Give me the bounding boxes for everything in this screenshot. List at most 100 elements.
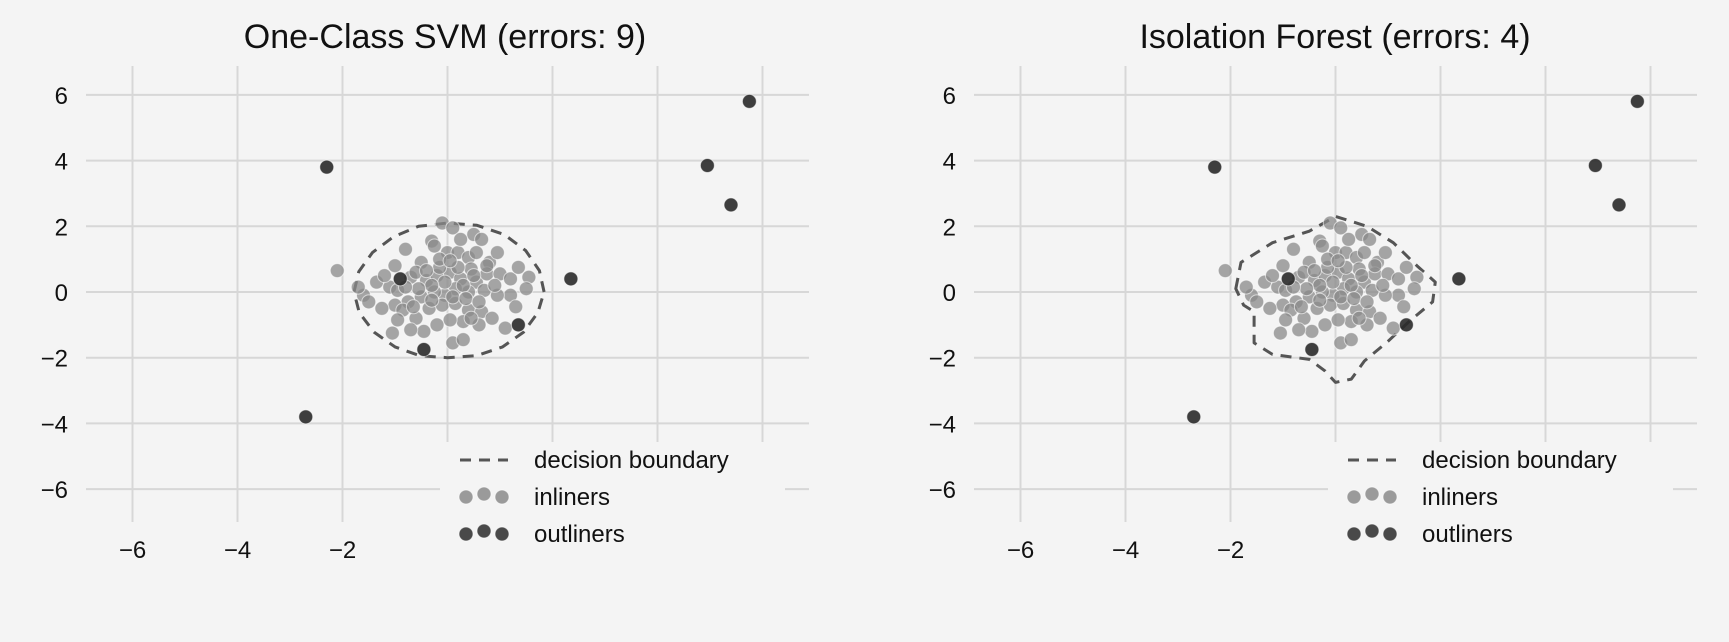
outlier-point xyxy=(1186,409,1202,425)
inlier-point xyxy=(1312,292,1328,308)
legend-label-decision-boundary: decision boundary xyxy=(534,447,729,474)
inlier-point xyxy=(442,312,458,328)
y-tick-label: 0 xyxy=(55,280,68,307)
x-tick-label: −6 xyxy=(119,537,146,564)
inlier-point xyxy=(398,241,413,257)
inlier-point xyxy=(1333,289,1349,305)
legend-label-inliners: inliners xyxy=(534,484,610,511)
legend-label-decision-boundary: decision boundary xyxy=(1422,447,1617,474)
legend-marker-inliners xyxy=(1346,489,1362,505)
y-tick-label: 6 xyxy=(943,83,956,110)
x-tick-label: −2 xyxy=(1217,537,1244,564)
inlier-point xyxy=(463,310,479,326)
inlier-point xyxy=(1299,281,1315,297)
outlier-point xyxy=(298,409,314,425)
inlier-point xyxy=(1272,325,1288,341)
y-tick-label: 4 xyxy=(55,149,68,176)
inlier-point xyxy=(1238,279,1254,295)
inlier-point xyxy=(484,310,500,326)
outlier-point xyxy=(1280,271,1296,287)
inlier-point xyxy=(1304,323,1320,339)
x-tick-label: −2 xyxy=(329,537,356,564)
inlier-point xyxy=(387,258,403,274)
y-tick-label: −6 xyxy=(41,477,68,504)
inlier-point xyxy=(1262,300,1278,316)
inlier-point xyxy=(510,259,526,275)
y-tick-label: 0 xyxy=(943,280,956,307)
inlier-point xyxy=(1341,231,1357,247)
inlier-point xyxy=(1291,322,1307,338)
legend-marker-outliners xyxy=(1382,526,1398,542)
y-tick-label: 2 xyxy=(943,214,956,241)
inlier-point xyxy=(1356,245,1372,261)
outlier-point xyxy=(723,197,739,213)
inlier-point xyxy=(1377,245,1393,261)
inlier-point xyxy=(384,325,400,341)
inlier-point xyxy=(1217,263,1233,279)
inlier-point xyxy=(405,299,421,315)
y-tick-label: −2 xyxy=(929,346,956,373)
inlier-point xyxy=(390,312,406,328)
inlier-point xyxy=(424,277,440,293)
x-tick-label: −4 xyxy=(224,537,251,564)
y-tick-label: 6 xyxy=(55,83,68,110)
legend-background xyxy=(1328,442,1673,566)
inlier-point xyxy=(1343,332,1359,348)
legend-marker-inliners xyxy=(494,489,510,505)
inlier-point xyxy=(1307,263,1322,279)
inlier-point xyxy=(453,231,469,247)
inlier-point xyxy=(361,294,377,310)
y-tick-label: −4 xyxy=(41,411,68,438)
legend-background xyxy=(440,442,785,566)
outlier-point xyxy=(699,158,715,173)
inlier-point xyxy=(350,279,366,295)
legend-marker-outliners xyxy=(1346,526,1362,542)
inlier-point xyxy=(489,245,505,261)
inlier-point xyxy=(1293,299,1309,315)
inlier-point xyxy=(1398,259,1414,275)
inlier-point xyxy=(497,320,513,336)
legend-label-outliners: outliners xyxy=(1422,521,1513,548)
inlier-point xyxy=(1354,268,1370,284)
inlier-point xyxy=(1372,310,1388,326)
inlier-point xyxy=(419,263,434,279)
outlier-point xyxy=(1611,197,1627,213)
inlier-point xyxy=(377,268,392,284)
inlier-point xyxy=(411,281,427,297)
inlier-point xyxy=(1391,271,1406,287)
outlier-point xyxy=(1398,317,1414,333)
inlier-point xyxy=(1367,258,1383,274)
inlier-point xyxy=(445,289,461,305)
legend-marker-inliners xyxy=(1364,486,1380,502)
panel-one-class-svm: One-Class SVM (errors: 9) −6 −4 −2 0 2 4 6 −6 −4… xyxy=(41,18,809,566)
outlier-point xyxy=(1587,158,1603,173)
outlier-point xyxy=(319,159,335,175)
inlier-point xyxy=(1312,277,1328,293)
inlier-point xyxy=(1278,312,1294,328)
inlier-point xyxy=(503,271,518,287)
inlier-point xyxy=(474,231,490,247)
inlier-point xyxy=(1249,294,1265,310)
chart-title-one-class-svm: One-Class SVM (errors: 9) xyxy=(244,18,646,56)
y-tick-label: −2 xyxy=(41,346,68,373)
y-tick-label: −4 xyxy=(929,411,956,438)
outlier-point xyxy=(1451,271,1467,287)
legend-marker-outliners xyxy=(476,523,492,539)
inlier-point xyxy=(1325,274,1341,290)
legend-marker-outliners xyxy=(458,526,474,542)
inlier-point xyxy=(416,323,432,339)
outlier-point xyxy=(1629,93,1645,109)
inlier-point xyxy=(455,332,471,348)
x-tick-label: −4 xyxy=(1112,537,1139,564)
inlier-point xyxy=(1359,294,1375,310)
inlier-point xyxy=(437,274,453,290)
outlier-point xyxy=(741,93,757,109)
inlier-point xyxy=(1406,281,1422,297)
inlier-point xyxy=(471,294,487,310)
legend-marker-inliners xyxy=(1382,489,1398,505)
legend-marker-inliners xyxy=(458,489,474,505)
inlier-point xyxy=(479,258,495,274)
inlier-point xyxy=(1351,310,1367,326)
chart-title-isolation-forest: Isolation Forest (errors: 4) xyxy=(1139,18,1530,56)
inlier-point xyxy=(442,253,458,269)
